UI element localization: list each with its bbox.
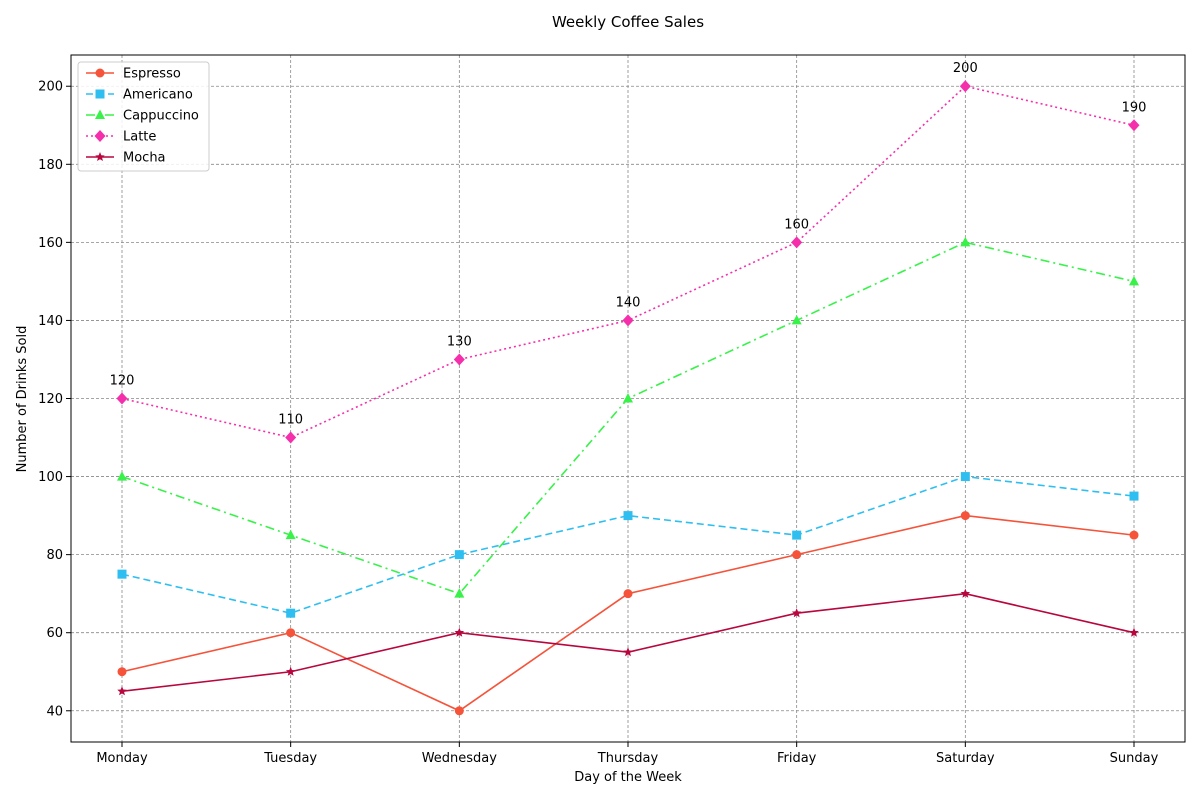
data-label-latte: 190 [1122, 100, 1147, 115]
x-tick-label: Monday [96, 751, 148, 766]
point-latte [116, 392, 128, 405]
point-americano [454, 550, 464, 560]
point-espresso [792, 550, 802, 560]
legend-marker-cappuccino [95, 109, 105, 119]
x-tick-label: Wednesday [422, 751, 498, 766]
y-tick-label: 40 [46, 704, 63, 719]
point-mocha [117, 686, 127, 696]
point-americano [286, 608, 296, 618]
data-labels: 120 110 130 140 160 200 190 [110, 61, 1147, 427]
legend-label-latte: Latte [123, 130, 156, 145]
data-label-latte: 200 [953, 61, 978, 76]
point-latte [285, 431, 297, 444]
y-tick-label: 120 [38, 392, 63, 407]
chart-title: Weekly Coffee Sales [552, 13, 704, 31]
x-tick-label: Thursday [597, 751, 659, 766]
x-tick-label: Tuesday [263, 751, 317, 766]
legend-label-americano: Americano [123, 88, 193, 103]
point-mocha [285, 666, 296, 676]
point-mocha [791, 608, 802, 618]
y-tick-label: 80 [46, 548, 63, 563]
legend-label-espresso: Espresso [123, 67, 181, 82]
y-tick-label: 200 [38, 80, 63, 95]
point-espresso [454, 706, 464, 716]
point-cappuccino [285, 529, 296, 540]
point-cappuccino [623, 393, 633, 403]
point-cappuccino [960, 236, 971, 247]
series-markers [116, 80, 1140, 716]
point-latte [791, 236, 803, 249]
legend-marker-latte [94, 130, 106, 142]
data-label-latte: 160 [784, 217, 809, 232]
data-label-latte: 110 [278, 413, 303, 428]
x-ticks: Monday Tuesday Wednesday Thursday Friday Satu… [96, 742, 1159, 766]
point-mocha [454, 627, 465, 637]
point-mocha [1129, 627, 1139, 637]
x-axis-label: Day of the Week [574, 770, 682, 785]
y-axis-label: Number of Drinks Sold [15, 326, 30, 473]
y-tick-label: 140 [38, 314, 63, 329]
point-latte [1128, 119, 1140, 132]
point-cappuccino [1129, 275, 1139, 286]
point-americano [960, 472, 970, 482]
point-americano [1129, 491, 1139, 501]
data-label-latte: 130 [447, 334, 472, 349]
legend: Espresso Americano Cappuccino Latte Mocha [77, 61, 210, 172]
point-americano [623, 511, 633, 521]
x-tick-label: Friday [777, 751, 817, 766]
point-americano [117, 569, 127, 579]
data-label-latte: 120 [110, 374, 135, 389]
point-espresso [1129, 530, 1139, 540]
point-mocha [960, 588, 971, 598]
point-americano [792, 530, 802, 540]
legend-marker-mocha [95, 152, 105, 162]
legend-box [77, 61, 210, 172]
point-cappuccino [117, 471, 127, 481]
point-espresso [286, 628, 296, 638]
x-tick-label: Sunday [1110, 751, 1159, 766]
legend-marker-espresso [95, 68, 105, 78]
data-label-latte: 140 [616, 295, 641, 310]
point-espresso [623, 589, 633, 599]
legend-label-cappuccino: Cappuccino [123, 109, 199, 124]
point-espresso [117, 667, 127, 677]
legend-label-mocha: Mocha [123, 151, 166, 166]
y-tick-label: 60 [46, 626, 63, 641]
legend-marker-americano [95, 89, 105, 99]
point-cappuccino [454, 588, 465, 598]
point-latte [453, 353, 465, 366]
point-latte [622, 314, 634, 327]
point-cappuccino [791, 314, 802, 325]
y-ticks: 40 60 80 100 120 140 160 180 200 [38, 80, 71, 719]
y-tick-label: 160 [38, 236, 63, 251]
point-espresso [960, 511, 970, 521]
y-tick-label: 100 [38, 470, 63, 485]
point-mocha [623, 647, 633, 657]
y-tick-label: 180 [38, 158, 63, 173]
x-tick-label: Saturday [936, 751, 995, 766]
point-latte [959, 80, 971, 93]
